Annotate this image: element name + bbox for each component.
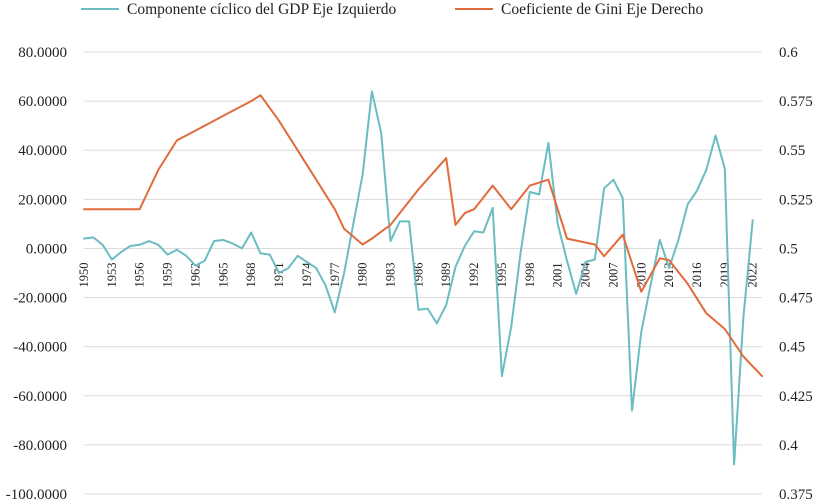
x-axis: 1950 1953 1956 1959 1962 1965 1968 1971 1974 1977… [77, 262, 760, 288]
x-tick-label: 1992 [467, 262, 481, 287]
x-tick-label: 1962 [188, 262, 202, 287]
x-tick-label: 1983 [383, 262, 397, 287]
y-left-tick-label: 40.0000 [18, 143, 67, 159]
y-left-tick-label: 0.0000 [26, 241, 67, 257]
x-tick-label: 1950 [77, 262, 91, 287]
y-left-tick-label: -20.0000 [13, 291, 67, 307]
y-left-tick-label: 80.0000 [18, 45, 67, 61]
series-group [83, 90, 763, 466]
x-tick-label: 1977 [328, 262, 342, 287]
y-left-tick-label: -60.0000 [13, 389, 67, 405]
y-axis-right: 0.6 0.575 0.55 0.525 0.5 0.475 0.45 0.425 0.4 0.3… [779, 45, 813, 502]
y-right-tick-label: 0.575 [779, 94, 813, 110]
x-tick-label: 1971 [272, 262, 286, 287]
x-tick-label: 1998 [523, 262, 537, 287]
legend-label-gini: Coeficiente de Gini Eje Derecho [501, 1, 704, 18]
y-right-tick-label: 0.4 [779, 438, 798, 454]
y-left-tick-label: 60.0000 [18, 94, 67, 110]
y-left-tick-label: -80.0000 [13, 438, 67, 454]
x-tick-label: 2001 [551, 262, 565, 287]
x-tick-label: 1989 [439, 262, 453, 287]
y-right-tick-label: 0.45 [779, 340, 805, 356]
x-tick-label: 1980 [356, 262, 370, 287]
x-tick-label: 1953 [105, 262, 119, 287]
y-right-tick-label: 0.6 [779, 45, 798, 61]
y-right-tick-label: 0.5 [779, 241, 798, 257]
x-tick-label: 1995 [495, 262, 509, 287]
x-tick-label: 1965 [216, 262, 230, 287]
y-right-tick-label: 0.425 [779, 389, 813, 405]
legend: Componente cíclico del GDP Eje Izquierdo… [81, 1, 704, 18]
x-tick-label: 1959 [161, 262, 175, 287]
series-line-gini [83, 94, 763, 378]
legend-label-gdp: Componente cíclico del GDP Eje Izquierdo [127, 1, 397, 18]
y-right-tick-label: 0.475 [779, 291, 813, 307]
y-right-tick-label: 0.55 [779, 143, 805, 159]
x-tick-label: 1974 [300, 262, 314, 288]
gridlines [84, 51, 762, 495]
y-left-tick-label: -100.0000 [6, 487, 67, 502]
x-tick-label: 1968 [244, 262, 258, 287]
x-tick-label: 2007 [606, 262, 620, 287]
x-tick-label: 2013 [662, 262, 676, 287]
series-line-gdp-cycle [83, 90, 754, 466]
x-tick-label: 2019 [718, 262, 732, 287]
y-left-tick-label: -40.0000 [13, 340, 67, 356]
x-tick-label: 2004 [579, 262, 593, 288]
x-tick-label: 1956 [133, 262, 147, 287]
y-axis-left: 80.0000 60.0000 40.0000 20.0000 0.0000 -20.00… [6, 45, 67, 502]
y-right-tick-label: 0.525 [779, 192, 813, 208]
y-right-tick-label: 0.375 [779, 487, 813, 502]
y-left-tick-label: 20.0000 [18, 192, 67, 208]
x-tick-label: 2016 [690, 262, 704, 287]
x-tick-label: 2022 [746, 262, 760, 287]
